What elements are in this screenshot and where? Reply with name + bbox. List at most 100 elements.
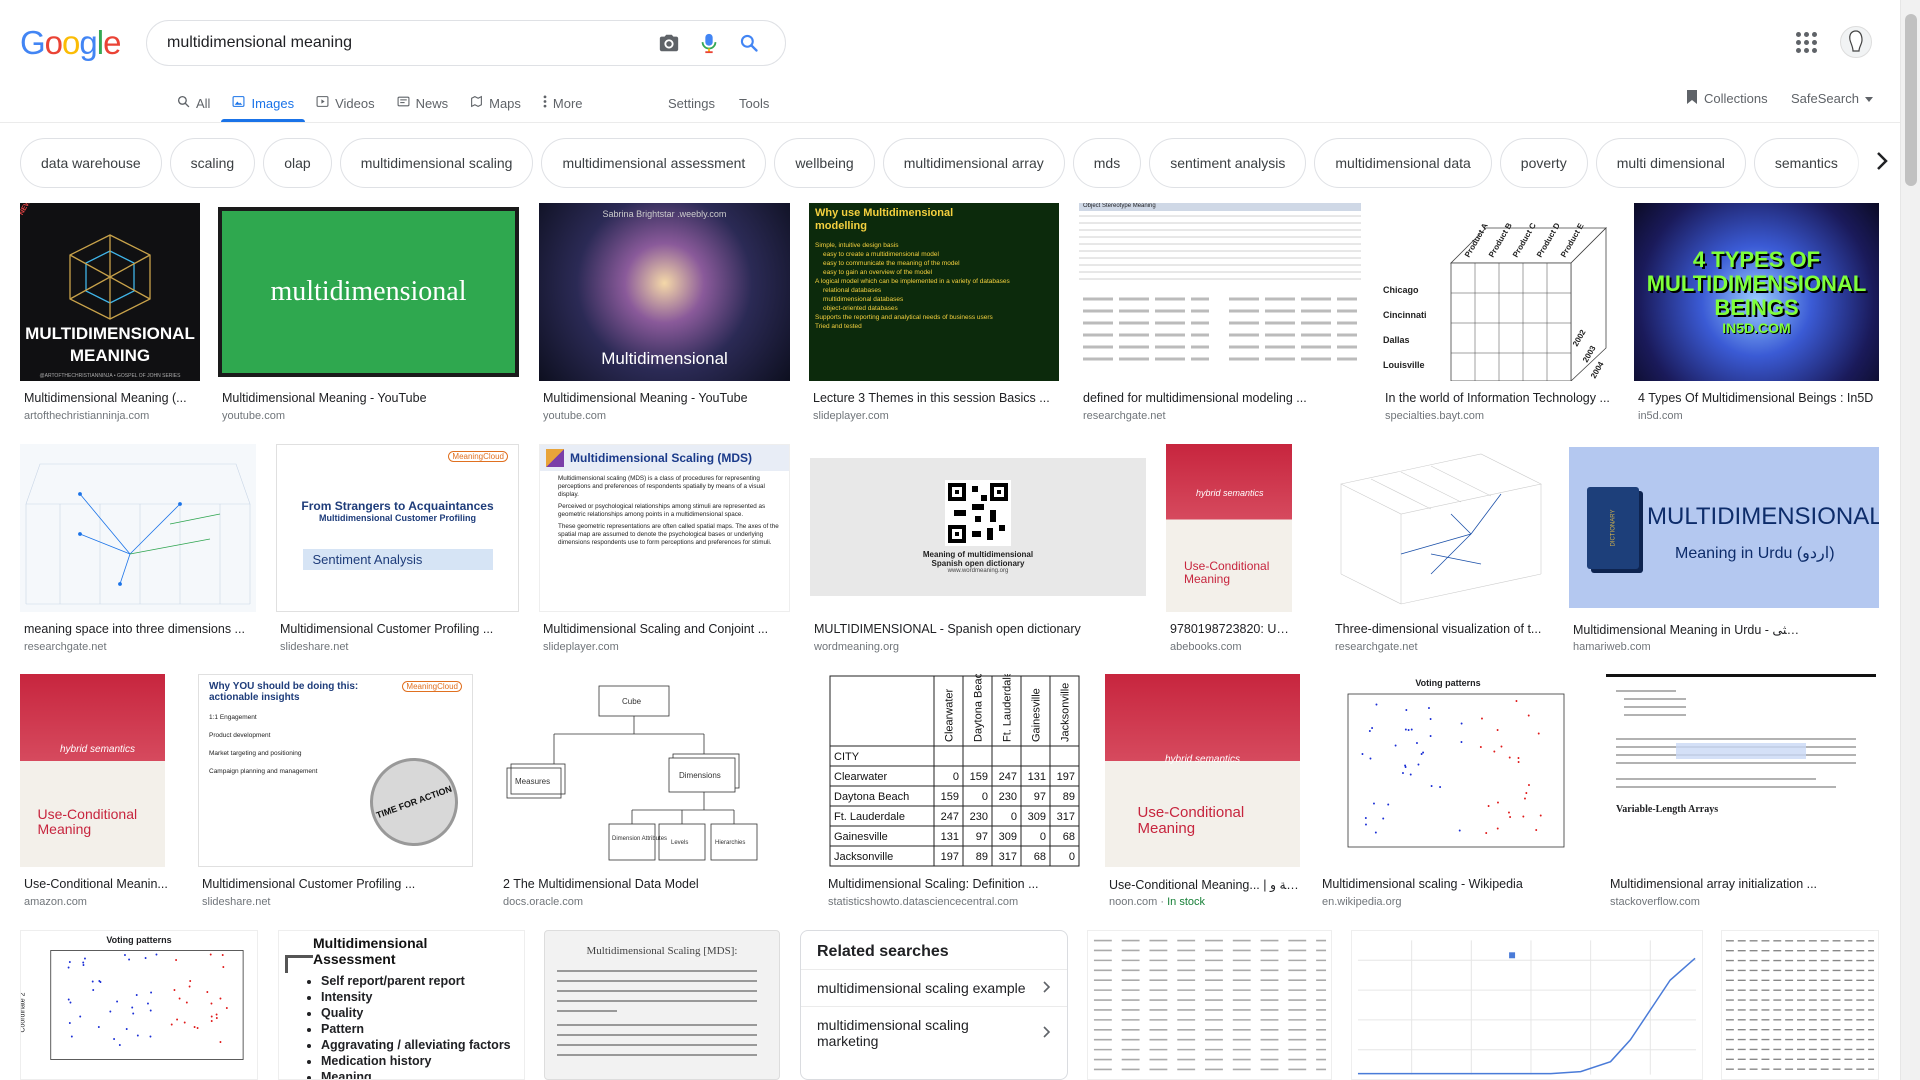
image-result[interactable]: CITY Clearwater Clearwater 0 159 247 131 197 Day…: [824, 674, 1086, 908]
bullet: Intensity: [321, 989, 512, 1005]
scatter-point: •: [144, 955, 147, 962]
tab-label: Videos: [335, 95, 375, 111]
scatter-point: •: [1481, 716, 1484, 723]
bullet: easy to communicate the meaning of the m…: [823, 260, 960, 267]
page-scrollbar[interactable]: [1900, 0, 1920, 1080]
chip[interactable]: multidimensional assessment: [541, 138, 767, 188]
bullet: easy to create a multidimensional model: [823, 251, 939, 258]
settings-link[interactable]: Settings: [668, 95, 715, 111]
scatter-point: •: [1410, 727, 1413, 734]
table-cell: 89: [1063, 791, 1075, 803]
image-result[interactable]: MeaningCloud Why YOU should be doing thi…: [198, 674, 478, 908]
result-title: 9780198723820: Use-...: [1170, 622, 1292, 636]
image-result[interactable]: Cube Measures Dimensions Dimension Attri…: [499, 674, 805, 908]
image-result[interactable]: meaning space into three dimensions ... …: [20, 444, 256, 656]
column-header: Jacksonville: [1060, 683, 1072, 742]
image-result[interactable]: hybrid semantics Use-Conditional Meaning…: [1166, 444, 1292, 656]
image-result[interactable]: 4 TYPES OF MULTIDIMENSIONAL BEINGS IN5D.…: [1634, 203, 1879, 423]
image-result[interactable]: multidimensional Multidimensional Meanin…: [218, 203, 521, 423]
avatar[interactable]: [1840, 26, 1872, 58]
image-result[interactable]: Multidimensional Assessment Self report/…: [278, 930, 525, 1080]
chip[interactable]: multi dimensional: [1595, 138, 1746, 188]
scrollbar-thumb[interactable]: [1905, 14, 1917, 186]
scatter-point: •: [79, 1014, 82, 1021]
scatter-point: •: [119, 1042, 122, 1049]
chip[interactable]: multidimensional data: [1314, 138, 1492, 188]
chips-next-button[interactable]: [1864, 138, 1900, 188]
chip[interactable]: olap: [263, 138, 332, 188]
tab-news[interactable]: News: [386, 84, 460, 122]
image-result[interactable]: Three-dimensional visualization of t... …: [1331, 444, 1550, 656]
scatter-point: •: [196, 1026, 199, 1033]
result-thumbnail: [20, 444, 256, 612]
bullet: multidimensional databases: [823, 296, 904, 303]
camera-icon[interactable]: [649, 23, 689, 63]
tools-link[interactable]: Tools: [739, 95, 770, 111]
image-result[interactable]: Why use Multidimensional modelling Simpl…: [809, 203, 1059, 423]
chip[interactable]: scaling: [169, 138, 256, 188]
related-search-item[interactable]: multidimensional scaling example: [801, 969, 1067, 1006]
image-result[interactable]: DICTIONARY MULTIDIMENSIONAL Meaning in U…: [1569, 444, 1879, 656]
collections-link[interactable]: Collections: [1686, 84, 1768, 112]
thumbnail-title: Object Stereotype Meaning: [1079, 203, 1361, 211]
axis-label: Coordinate 2: [20, 992, 27, 1033]
chip[interactable]: data warehouse: [20, 138, 162, 188]
chip[interactable]: sentiment analysis: [1149, 138, 1307, 188]
chip[interactable]: mds: [1072, 138, 1142, 188]
image-result[interactable]: NEW POST AND PODCAST AT ARTOFTHECHRISTIA…: [20, 203, 200, 423]
result-thumbnail: Cube Measures Dimensions Dimension Attri…: [499, 674, 805, 867]
result-thumbnail: DICTIONARY MULTIDIMENSIONAL Meaning in U…: [1569, 447, 1879, 608]
image-result[interactable]: Meaning of multidimensional Spanish open…: [810, 444, 1146, 656]
google-logo[interactable]: Google: [20, 24, 121, 61]
related-searches-card: Related searches multidimensional scalin…: [800, 930, 1068, 1080]
chip[interactable]: multidimensional array: [882, 138, 1065, 188]
image-result[interactable]: Multidimensional Scaling [MDS]:: [544, 930, 780, 1080]
scatter-point: •: [1485, 831, 1488, 838]
image-result[interactable]: • • • • • • • • • • • • • • • • • • • • • • • • • • • • • • • • • • • • • • • •…: [1318, 674, 1578, 908]
image-result[interactable]: [1351, 930, 1703, 1080]
table-cell: 0: [1040, 831, 1046, 843]
image-result[interactable]: Multidimensional Scaling (MDS) Multidime…: [539, 444, 790, 656]
result-source: youtube.com: [543, 410, 606, 422]
image-result[interactable]: • • • • • • • • • • • • • • • • • • • • • • • • • • • • • • • • • • • • • • • •…: [20, 930, 260, 1080]
microphone-icon[interactable]: [689, 23, 729, 63]
table-cell: 0: [1069, 851, 1075, 863]
apps-grid-icon[interactable]: [1794, 30, 1818, 54]
scatter-point: •: [1497, 826, 1500, 833]
thumbnail-bullets: Multidimensional scaling (MDS) is a clas…: [540, 471, 789, 547]
search-icon[interactable]: [729, 23, 769, 63]
image-result[interactable]: [1087, 930, 1332, 1080]
distance-table: CITY Clearwater Clearwater 0 159 247 131 197 Day…: [829, 674, 1080, 867]
thumbnail-title: Why YOU should be doing this: actionable…: [209, 681, 359, 703]
bullet: Product development: [209, 732, 271, 739]
image-result[interactable]: Sabrina Brightstar .weebly.com Multidime…: [539, 203, 790, 423]
search-box[interactable]: [146, 20, 786, 66]
image-result[interactable]: hybrid semantics Use-Conditional Meaning…: [20, 674, 180, 908]
image-result[interactable]: [1721, 930, 1879, 1080]
search-input[interactable]: [167, 34, 649, 52]
related-search-item[interactable]: multidimensional scaling marketing: [801, 1006, 1067, 1059]
scatter-point: •: [189, 978, 192, 985]
tab-videos[interactable]: Videos: [305, 84, 386, 122]
chip[interactable]: wellbeing: [774, 138, 875, 188]
tab-maps[interactable]: Maps: [459, 84, 532, 122]
tab-more[interactable]: More: [532, 84, 594, 122]
result-source: noon.com · In stock: [1109, 896, 1205, 908]
result-source: researchgate.net: [1083, 410, 1166, 422]
image-result[interactable]: Variable-Length Arrays Multidimensional …: [1606, 674, 1880, 908]
bullet: Self report/parent report: [321, 973, 512, 989]
chip[interactable]: poverty: [1499, 138, 1588, 188]
chart-title: Voting patterns: [106, 935, 172, 945]
image-result[interactable]: hybrid semantics Use-Conditional Meaning…: [1105, 674, 1300, 908]
image-result[interactable]: MeaningCloud From Strangers to Acquainta…: [276, 444, 519, 656]
result-thumbnail: 4 TYPES OF MULTIDIMENSIONAL BEINGS IN5D.…: [1634, 203, 1879, 381]
image-result[interactable]: Chicago Cincinnati Dallas Louisville Pro…: [1381, 203, 1615, 423]
tab-all[interactable]: All: [166, 84, 221, 122]
image-result[interactable]: Object Stereotype Meaning defined for mu…: [1079, 203, 1361, 423]
chip[interactable]: multidimensional scaling: [339, 138, 534, 188]
bullet: Multidimensional scaling (MDS) is a clas…: [558, 475, 765, 498]
safesearch-dropdown[interactable]: SafeSearch: [1791, 84, 1873, 112]
thumbnail-title: Use-Conditional Meaning: [1137, 804, 1245, 837]
chip[interactable]: semantics: [1753, 138, 1859, 188]
tab-images[interactable]: Images: [221, 84, 305, 122]
